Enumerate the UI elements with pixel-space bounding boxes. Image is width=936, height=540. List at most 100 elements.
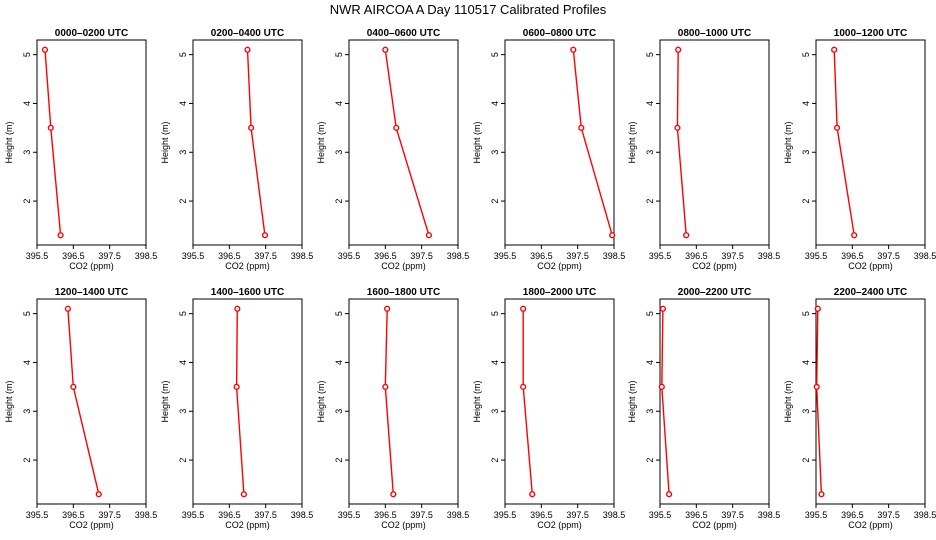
y-tick-label: 5 (22, 52, 32, 57)
x-tick-label: 398.5 (135, 251, 158, 261)
y-tick-label: 3 (22, 150, 32, 155)
data-point (234, 305, 241, 312)
x-axis-label: CO2 (ppm) (848, 520, 893, 530)
y-tick-label: 4 (645, 101, 655, 106)
y-tick-label: 3 (334, 150, 344, 155)
y-tick-label: 2 (801, 199, 811, 204)
y-tick-label: 2 (178, 199, 188, 204)
y-tick-label: 5 (490, 52, 500, 57)
profile-panel: 1000–1200 UTC 395.5 396.5 397.5 398.5 2 3 4 5 CO2… (783, 28, 936, 271)
data-point (658, 383, 665, 390)
data-point (47, 124, 54, 131)
panel-title: 1800–2000 UTC (523, 287, 596, 298)
series-line (246, 49, 266, 236)
plot-frame (504, 39, 615, 246)
x-tick-label: 395.5 (494, 510, 517, 520)
x-tick-label: 396.5 (841, 510, 864, 520)
y-axis-label: Height (m) (783, 121, 793, 163)
x-tick-label: 396.5 (530, 510, 553, 520)
x-tick-label: 397.5 (98, 510, 121, 520)
data-point (390, 491, 397, 498)
y-tick-label: 2 (334, 458, 344, 463)
x-tick-label: 395.5 (649, 251, 672, 261)
x-tick-label: 395.5 (26, 510, 49, 520)
data-point (57, 232, 64, 239)
y-tick-label: 5 (178, 311, 188, 316)
x-tick-label: 396.5 (530, 251, 553, 261)
y-axis-label: Height (m) (783, 380, 793, 422)
x-tick-label: 395.5 (26, 251, 49, 261)
x-tick-label: 396.5 (62, 251, 85, 261)
x-tick-label: 397.5 (410, 510, 433, 520)
plot-frame (36, 298, 147, 505)
x-axis-label: CO2 (ppm) (537, 520, 582, 530)
data-point (41, 46, 49, 53)
data-point (665, 491, 673, 498)
plot-frame (815, 298, 926, 505)
y-tick-label: 3 (801, 150, 811, 155)
x-tick-label: 398.5 (291, 510, 314, 520)
panel-title: 0400–0600 UTC (367, 28, 440, 39)
x-axis-label: CO2 (ppm) (692, 261, 737, 271)
y-axis-label: Height (m) (627, 121, 637, 163)
data-point (529, 491, 536, 498)
x-tick-label: 397.5 (254, 251, 277, 261)
y-tick-label: 4 (334, 360, 344, 365)
y-tick-label: 4 (801, 360, 811, 365)
y-tick-label: 3 (645, 150, 655, 155)
data-point (382, 383, 389, 390)
y-axis-label: Height (m) (160, 121, 170, 163)
panels-grid: 0000–0200 UTC 395.5 396.5 397.5 398.5 2 3 4 5 CO2… (4, 28, 936, 530)
x-tick-label: 396.5 (685, 251, 708, 261)
y-tick-label: 4 (645, 360, 655, 365)
y-tick-label: 2 (801, 458, 811, 463)
profile-panel: 0400–0600 UTC 395.5 396.5 397.5 398.5 2 3 4 5 CO2… (316, 28, 469, 271)
data-point (64, 305, 71, 312)
x-tick-label: 396.5 (374, 251, 397, 261)
y-tick-label: 3 (801, 409, 811, 414)
x-axis-label: CO2 (ppm) (69, 520, 114, 530)
x-tick-label: 397.5 (877, 510, 900, 520)
x-tick-label: 396.5 (218, 510, 241, 520)
plot-frame (348, 39, 459, 246)
profile-panel: 1200–1400 UTC 395.5 396.5 397.5 398.5 2 3 4 5 CO2… (4, 287, 157, 530)
x-tick-label: 397.5 (877, 251, 900, 261)
y-axis-label: Height (m) (316, 121, 326, 163)
y-axis-label: Height (m) (627, 380, 637, 422)
x-axis-label: CO2 (ppm) (848, 261, 893, 271)
x-axis-label: CO2 (ppm) (69, 261, 114, 271)
panel-title: 1200–1400 UTC (55, 287, 128, 298)
x-tick-label: 395.5 (649, 510, 672, 520)
x-tick-label: 398.5 (758, 510, 781, 520)
x-axis-label: CO2 (ppm) (381, 261, 426, 271)
profile-panel: 1800–2000 UTC 395.5 396.5 397.5 398.5 2 3 4 5 CO2… (472, 287, 625, 530)
plot-frame (659, 298, 770, 505)
x-tick-label: 395.5 (182, 251, 205, 261)
y-tick-label: 4 (490, 360, 500, 365)
series-line (815, 308, 823, 495)
y-tick-label: 4 (490, 101, 500, 106)
data-point (570, 46, 577, 53)
data-point (233, 383, 240, 390)
x-tick-label: 397.5 (566, 510, 589, 520)
plot-frame (192, 298, 303, 505)
profile-panel: 0200–0400 UTC 395.5 396.5 397.5 398.5 2 3 4 5 CO2… (160, 28, 313, 271)
y-tick-label: 5 (801, 52, 811, 57)
data-point (240, 491, 247, 498)
panel-title: 1000–1200 UTC (834, 28, 907, 39)
x-tick-label: 398.5 (603, 251, 626, 261)
panel-title: 0000–0200 UTC (55, 28, 128, 39)
data-point (831, 46, 838, 53)
panel-title: 1600–1800 UTC (367, 287, 440, 298)
panel-title: 1400–1600 UTC (211, 287, 284, 298)
x-tick-label: 397.5 (98, 251, 121, 261)
profile-panel: 0600–0800 UTC 395.5 396.5 397.5 398.5 2 3 4 5 CO2… (472, 28, 625, 271)
data-point (520, 305, 527, 312)
y-tick-label: 5 (334, 311, 344, 316)
y-tick-label: 3 (22, 409, 32, 414)
plot-frame (348, 298, 459, 505)
data-point (674, 124, 681, 131)
profile-panel: 1400–1600 UTC 395.5 396.5 397.5 398.5 2 3 4 5 CO2… (160, 287, 313, 530)
y-tick-label: 4 (178, 360, 188, 365)
series-line (235, 308, 245, 495)
